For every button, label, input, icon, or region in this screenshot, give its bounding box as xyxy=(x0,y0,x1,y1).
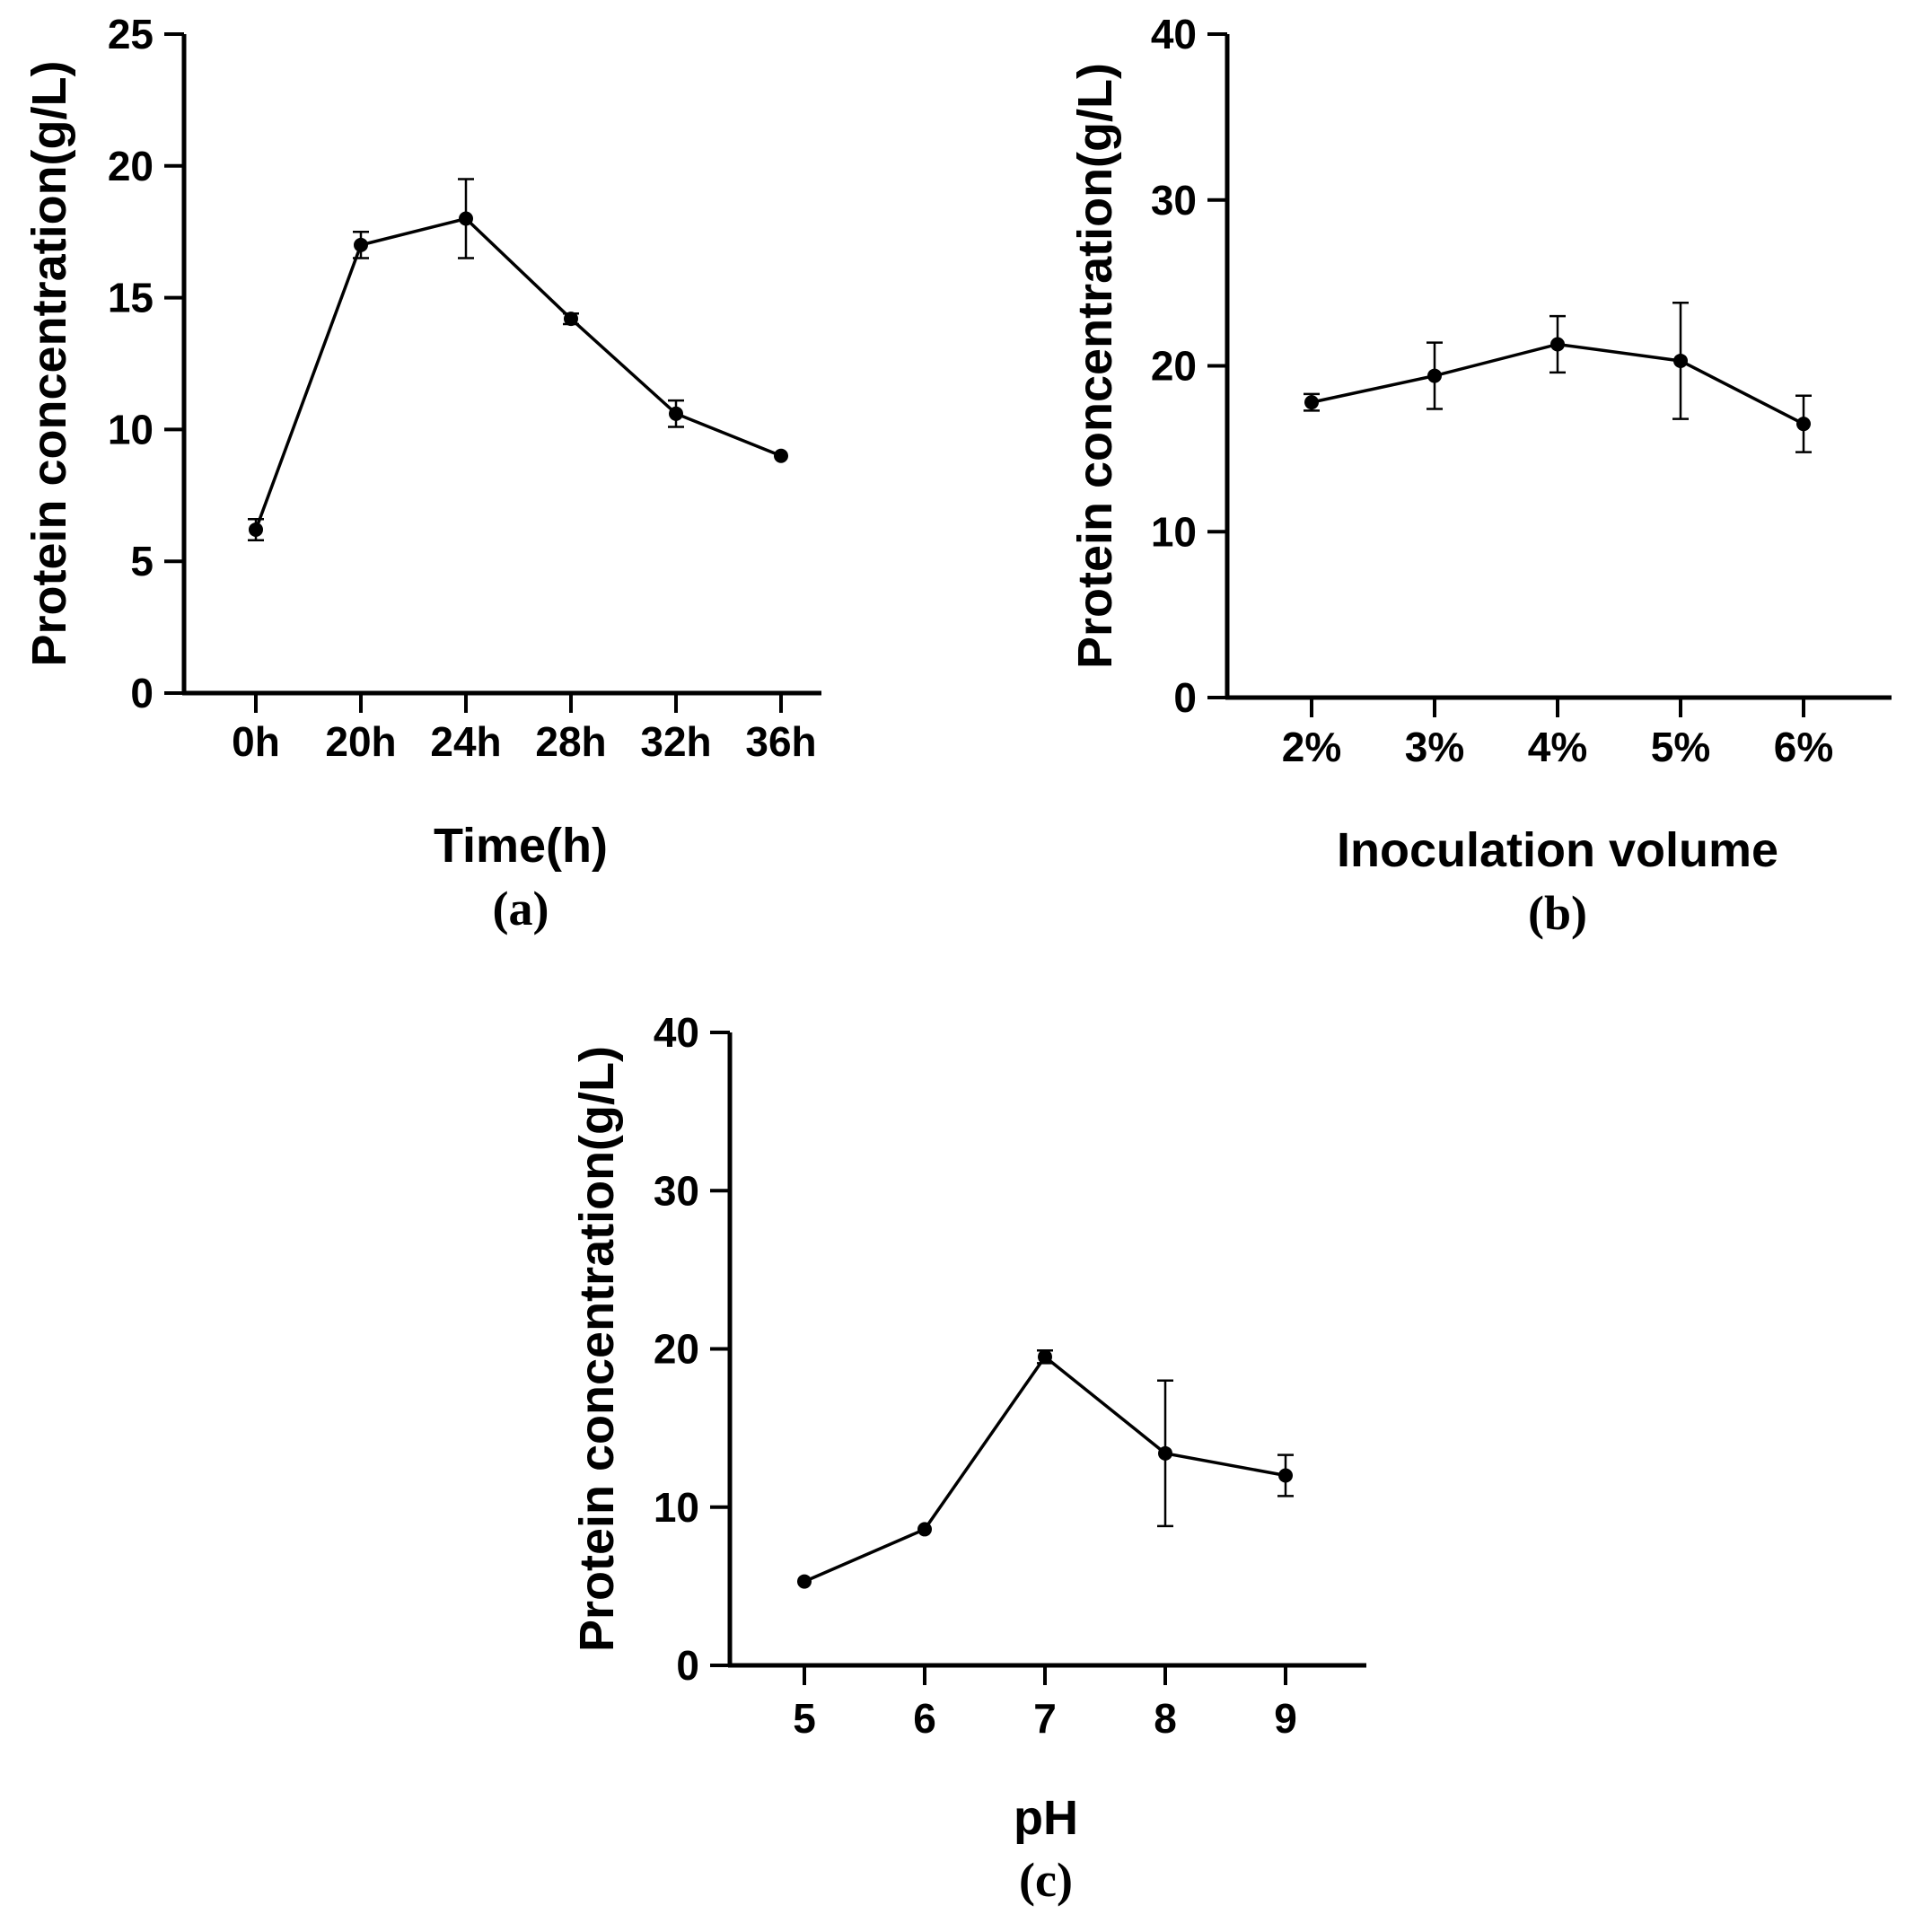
y-tick-label: 0 xyxy=(1173,674,1197,721)
panel-label: (a) xyxy=(493,882,549,935)
y-tick-label: 25 xyxy=(108,11,154,57)
data-point xyxy=(564,312,578,327)
y-tick-label: 10 xyxy=(654,1484,699,1531)
x-tick-label: 3% xyxy=(1405,724,1464,770)
data-point xyxy=(1550,337,1565,352)
x-tick-label: 36h xyxy=(745,718,816,765)
y-tick-label: 5 xyxy=(130,538,154,584)
data-point xyxy=(797,1574,812,1589)
y-tick-label: 10 xyxy=(108,406,154,452)
x-tick-label: 32h xyxy=(640,718,711,765)
x-tick-label: 0h xyxy=(232,718,280,765)
x-tick-label: 2% xyxy=(1282,724,1341,770)
chart-panel-a: 0 5 10 15 20 25 0h 20h 24h 28h 32h 36h Protein conce… xyxy=(22,11,821,935)
x-tick-label: 4% xyxy=(1528,724,1587,770)
data-point xyxy=(459,211,473,226)
y-tick-label: 0 xyxy=(130,670,154,716)
y-tick-label: 30 xyxy=(1151,177,1197,224)
y-tick-label: 20 xyxy=(654,1326,699,1373)
data-point xyxy=(249,522,263,537)
x-tick-label: 5% xyxy=(1651,724,1710,770)
y-tick-label: 15 xyxy=(108,275,154,321)
y-tick-label: 20 xyxy=(1151,343,1197,390)
y-tick-label: 10 xyxy=(1151,508,1197,555)
data-point xyxy=(1278,1468,1293,1483)
data-point xyxy=(354,237,368,252)
chart-panel-c: 0 10 20 30 40 5 6 7 8 9 Protein concentration(g/L)… xyxy=(570,1009,1366,1907)
x-tick-label: 7 xyxy=(1033,1695,1057,1742)
x-tick-label: 20h xyxy=(325,718,396,765)
data-point xyxy=(1796,417,1811,432)
data-point xyxy=(1427,368,1442,383)
data-point xyxy=(1673,353,1688,368)
data-point xyxy=(1158,1445,1172,1461)
series-line xyxy=(803,1354,1286,1584)
y-tick-label: 30 xyxy=(654,1167,699,1214)
y-axis-title: Protein concentration(g/L) xyxy=(570,1046,624,1652)
x-axis-title: Time(h) xyxy=(434,819,608,873)
data-point xyxy=(774,448,788,463)
y-tick-label: 40 xyxy=(654,1009,699,1056)
y-axis-title: Protein concentration(g/L) xyxy=(1068,63,1122,669)
data-point xyxy=(1304,395,1319,410)
y-tick-label: 40 xyxy=(1151,11,1197,57)
y-tick-label: 0 xyxy=(676,1642,699,1689)
x-tick-label: 24h xyxy=(430,718,501,765)
y-tick-label: 20 xyxy=(108,143,154,189)
x-tick-label: 9 xyxy=(1274,1695,1297,1742)
y-axis-title: Protein concentration(g/L) xyxy=(22,61,76,667)
x-axis-title: pH xyxy=(1014,1791,1078,1845)
data-point xyxy=(917,1522,932,1537)
x-tick-label: 5 xyxy=(793,1695,816,1742)
data-point xyxy=(1038,1349,1052,1365)
series-line xyxy=(254,216,782,531)
x-axis-title: Inoculation volume xyxy=(1337,823,1778,877)
x-tick-label: 6% xyxy=(1774,724,1833,770)
x-tick-label: 8 xyxy=(1154,1695,1177,1742)
x-tick-label: 28h xyxy=(535,718,606,765)
data-point xyxy=(669,406,683,421)
chart-panel-b: 0 10 20 30 40 2% 3% 4% 5% 6% Protein concentration… xyxy=(1068,11,1892,940)
x-tick-label: 6 xyxy=(913,1695,936,1742)
panel-label: (c) xyxy=(1019,1853,1073,1907)
panel-label: (b) xyxy=(1528,886,1587,940)
